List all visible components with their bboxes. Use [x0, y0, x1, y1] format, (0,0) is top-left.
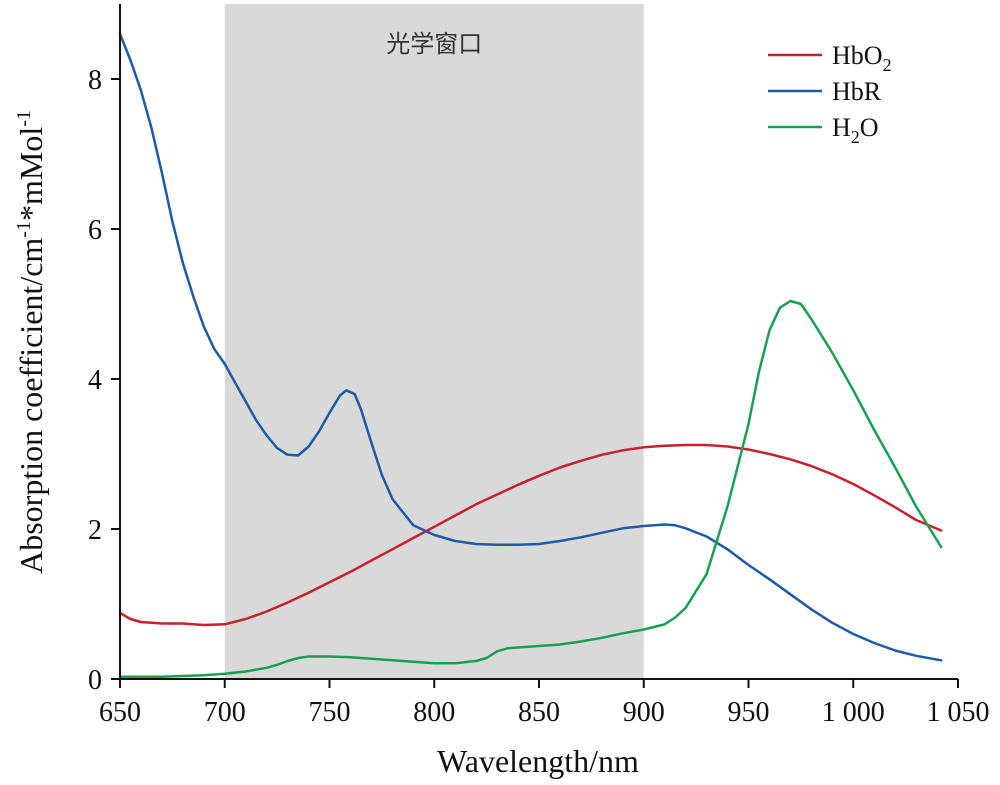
- x-tick-label: 950: [728, 697, 770, 728]
- series-line-hbr: [118, 32, 943, 662]
- x-tick-label: 900: [623, 697, 665, 728]
- y-axis-title-sup2: -1: [13, 110, 35, 127]
- y-tick-label: 4: [88, 365, 102, 396]
- x-tick-label: 850: [518, 697, 560, 728]
- x-tick-label: 1 050: [927, 697, 990, 728]
- y-axis-title-sup1: -1: [13, 221, 35, 238]
- y-tick-label: 0: [88, 665, 102, 696]
- y-tick-label: 2: [88, 515, 102, 546]
- x-tick-label: 750: [309, 697, 351, 728]
- x-tick-label: 1 000: [822, 697, 885, 728]
- optical-window-region: [224, 4, 644, 679]
- x-axis-title: Wavelength/nm: [437, 743, 639, 779]
- legend-label-hbr: HbR: [832, 77, 882, 106]
- x-tick-label: 700: [204, 697, 246, 728]
- legend-label-hbo2: HbO2: [832, 41, 892, 75]
- x-tick-label: 650: [99, 697, 141, 728]
- optical-window-label: 光学窗口: [386, 30, 482, 58]
- y-tick-label: 6: [88, 215, 102, 246]
- series-line-h2o: [118, 299, 943, 679]
- x-tick-label: 800: [413, 697, 455, 728]
- y-tick-label: 8: [88, 65, 102, 96]
- y-axis-title-mid: *mMol: [13, 127, 49, 221]
- y-axis-title-base: Absorption coefficient/cm: [13, 238, 49, 574]
- series-line-hbo2: [118, 443, 943, 627]
- y-axis-title: Absorption coefficient/cm-1*mMol-1: [13, 110, 49, 574]
- legend-label-h2o: H2O: [832, 113, 879, 147]
